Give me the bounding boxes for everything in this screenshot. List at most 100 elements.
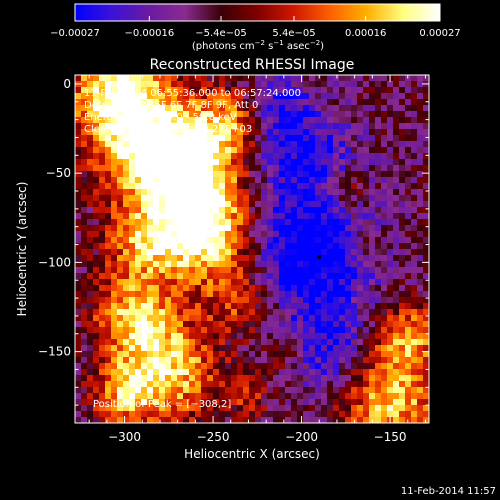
heatmap-cell — [219, 399, 226, 406]
heatmap-cell — [177, 375, 184, 382]
heatmap-cell — [189, 177, 196, 184]
heatmap-cell — [369, 411, 376, 418]
heatmap-cell — [159, 393, 166, 400]
heatmap-cell — [111, 279, 118, 286]
heatmap-cell — [159, 345, 166, 352]
heatmap-cell — [219, 309, 226, 316]
heatmap-cell — [225, 339, 232, 346]
x-tick-label: −200 — [285, 430, 318, 444]
heatmap-cell — [405, 165, 412, 172]
heatmap-cell — [255, 165, 262, 172]
heatmap-cell — [75, 87, 82, 94]
heatmap-cell — [297, 357, 304, 364]
heatmap-cell — [315, 93, 322, 100]
heatmap-cell — [201, 177, 208, 184]
heatmap-cell — [285, 279, 292, 286]
x-axis-label: Heliocentric X (arcsec) — [184, 447, 320, 461]
heatmap-cell — [303, 159, 310, 166]
heatmap-cell — [339, 261, 346, 268]
heatmap-cell — [135, 225, 142, 232]
heatmap-cell — [399, 177, 406, 184]
heatmap-cell — [333, 255, 340, 262]
heatmap-cell — [105, 195, 112, 202]
heatmap-cell — [279, 159, 286, 166]
heatmap-cell — [195, 321, 202, 328]
heatmap-cell — [111, 255, 118, 262]
heatmap-cell — [363, 297, 370, 304]
heatmap-cell — [279, 195, 286, 202]
heatmap-cell — [243, 141, 250, 148]
heatmap-cell — [243, 315, 250, 322]
heatmap-cell — [75, 267, 82, 274]
heatmap-cell — [189, 315, 196, 322]
heatmap-cell — [381, 225, 388, 232]
heatmap-cell — [201, 291, 208, 298]
heatmap-cell — [333, 135, 340, 142]
heatmap-cell — [423, 237, 429, 244]
heatmap-cell — [345, 231, 352, 238]
heatmap-cell — [309, 87, 316, 94]
heatmap-cell — [87, 153, 94, 160]
heatmap-cell — [333, 165, 340, 172]
heatmap-cell — [303, 147, 310, 154]
heatmap-cell — [141, 255, 148, 262]
heatmap-cell — [87, 171, 94, 178]
heatmap-cell — [237, 249, 244, 256]
heatmap-cell — [153, 243, 160, 250]
heatmap-cell — [153, 399, 160, 406]
heatmap-cell — [381, 237, 388, 244]
heatmap-cell — [99, 117, 106, 124]
heatmap-cell — [129, 75, 136, 82]
heatmap-cell — [357, 153, 364, 160]
heatmap-cell — [117, 117, 124, 124]
heatmap-cell — [129, 201, 136, 208]
heatmap-cell — [399, 195, 406, 202]
heatmap-cell — [399, 153, 406, 160]
heatmap-cell — [135, 369, 142, 376]
heatmap-cell — [231, 279, 238, 286]
heatmap-cell — [207, 273, 214, 280]
heatmap-cell — [381, 135, 388, 142]
heatmap-cell — [417, 315, 424, 322]
heatmap-cell — [75, 249, 82, 256]
heatmap-cell — [237, 357, 244, 364]
heatmap-cell — [141, 303, 148, 310]
heatmap-cell — [153, 285, 160, 292]
heatmap-cell — [147, 129, 154, 136]
heatmap-cell — [111, 363, 118, 370]
heatmap-cell — [321, 117, 328, 124]
heatmap-cell — [171, 141, 178, 148]
heatmap-cell — [231, 117, 238, 124]
heatmap-cell — [255, 249, 262, 256]
heatmap-cell — [201, 285, 208, 292]
heatmap-cell — [417, 369, 424, 376]
heatmap-cell — [135, 105, 142, 112]
heatmap-cell — [261, 99, 268, 106]
heatmap-cell — [129, 309, 136, 316]
heatmap-cell — [381, 417, 388, 423]
heatmap-cell — [201, 165, 208, 172]
heatmap-cell — [291, 351, 298, 358]
heatmap-cell — [333, 81, 340, 88]
heatmap-cell — [291, 177, 298, 184]
heatmap-cell — [375, 339, 382, 346]
heatmap-cell — [117, 123, 124, 130]
heatmap-cell — [369, 129, 376, 136]
heatmap-cell — [303, 375, 310, 382]
heatmap-cell — [279, 75, 286, 82]
heatmap-cell — [117, 279, 124, 286]
heatmap-cell — [117, 399, 124, 406]
heatmap-cell — [357, 333, 364, 340]
heatmap-cell — [153, 411, 160, 418]
heatmap-cell — [261, 333, 268, 340]
heatmap-cell — [237, 291, 244, 298]
heatmap-cell — [417, 183, 424, 190]
heatmap-cell — [231, 351, 238, 358]
heatmap-cell — [207, 207, 214, 214]
heatmap-cell — [255, 225, 262, 232]
heatmap-cell — [129, 147, 136, 154]
heatmap-cell — [147, 249, 154, 256]
heatmap-cell — [201, 279, 208, 286]
heatmap-cell — [375, 195, 382, 202]
heatmap-cell — [117, 213, 124, 220]
